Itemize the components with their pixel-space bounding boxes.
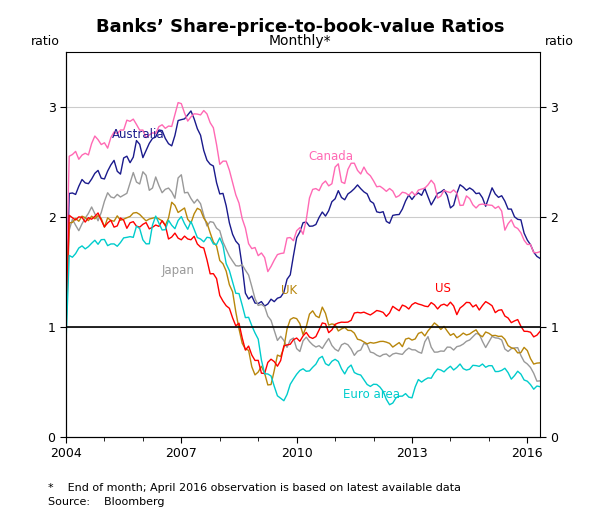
Text: UK: UK xyxy=(281,284,298,297)
Text: *    End of month; April 2016 observation is based on latest available data: * End of month; April 2016 observation i… xyxy=(48,484,461,493)
Text: Euro area: Euro area xyxy=(343,388,400,401)
Text: Banks’ Share-price-to-book-value Ratios: Banks’ Share-price-to-book-value Ratios xyxy=(96,18,504,36)
Text: Japan: Japan xyxy=(162,264,195,277)
Text: Monthly*: Monthly* xyxy=(269,34,331,48)
Text: ratio: ratio xyxy=(545,35,574,48)
Text: Canada: Canada xyxy=(308,150,353,163)
Text: Source:    Bloomberg: Source: Bloomberg xyxy=(48,498,164,508)
Text: ratio: ratio xyxy=(31,35,59,48)
Text: US: US xyxy=(435,282,451,295)
Text: Australia: Australia xyxy=(112,128,165,141)
